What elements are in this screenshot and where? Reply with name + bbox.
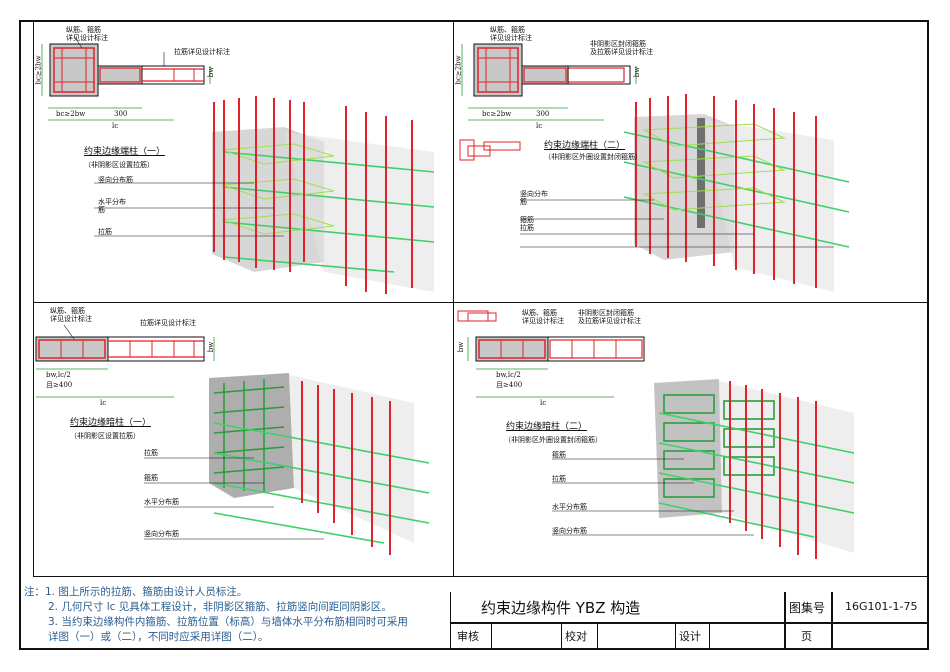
detail-title: 约束边缘端柱（二） [544,141,626,151]
title-block: 约束边缘构件 YBZ 构造 图集号 16G101-1-75 审核 校对 设计 页 [450,592,928,648]
bc-dim-label: bc≥2bw [454,55,463,85]
lc-label: lc [536,122,543,130]
lc-label: lc [540,399,547,407]
dim-bw-lc-label: bw,lc/2 [496,371,521,379]
title-block-divider [597,622,598,648]
stirrup-note: 纵筋、箍筋 详见设计标注 [66,26,108,42]
column-detail-drawing [459,43,850,292]
dim-bw-lc-label: bw,lc/2 [46,371,71,379]
note-line: 2. 几何尺寸 lc 见具体工程设计，非阴影区箍筋、拉筋竖向间距同阴影区。 [48,601,392,613]
callout-stirrup: 箍筋 [144,474,158,482]
callout-tie: 拉筋 [144,449,158,457]
callout-stirrup: 箍筋 [552,451,566,459]
lc-label: lc [112,122,119,130]
bw-label: bw [207,341,216,353]
panel-bottom-left: 纵筋、箍筋 详见设计标注 拉筋详见设计标注 bw bw,lc/2 且≥400 l… [34,303,452,575]
stirrup-note: 纵筋、箍筋 详见设计标注 [522,309,564,325]
stirrup-note: 纵筋、箍筋 详见设计标注 [490,26,532,42]
stirrup-note: 纵筋、箍筋 详见设计标注 [50,307,92,323]
panel-divider-horizontal [33,302,927,303]
detail-title: 约束边缘暗柱（二） [506,422,588,432]
bw-label: bw [633,66,642,78]
title-block-divider [561,622,562,648]
drawing-title: 约束边缘构件 YBZ 构造 [481,599,641,617]
callout-vertical-bar: 竖向分布筋 [144,530,179,538]
detail-subtitle: （非阴影区设置拉筋） [70,432,140,440]
panel-bottom-right: 纵筋、箍筋 详见设计标注 非阴影区封闭箍筋 及拉筋详见设计标注 bw bw,lc… [454,303,926,575]
drawing-frame [19,20,929,650]
tie-note: 非阴影区封闭箍筋 及拉筋详见设计标注 [578,309,641,325]
callout-vertical-bar: 竖向分布 筋 [520,190,548,206]
title-block-divider [831,592,833,648]
dim-400-label: 且≥400 [496,381,523,389]
dim-300-label: 300 [536,110,550,118]
column-detail-drawing [457,310,855,559]
lc-label: lc [100,399,107,407]
review-label: 审核 [457,630,479,643]
note-line: 注：1. 图上所示的拉筋、箍筋由设计人员标注。 [24,586,248,598]
drawing-notes: 注：1. 图上所示的拉筋、箍筋由设计人员标注。 2. 几何尺寸 lc 见具体工程… [24,585,444,645]
detail-subtitle: （非阴影区外圈设置封闭箍筋） [504,436,602,444]
callout-tie: 拉筋 [552,475,566,483]
bc-width-label: bc≥2bw [482,110,512,118]
bc-dim-label: bc≥2bw [34,55,43,85]
callout-stirrup-tie: 箍筋 拉筋 [520,216,534,232]
detail-title: 约束边缘端柱（一） [84,147,166,157]
dim-300-label: 300 [114,110,128,118]
detail-title: 约束边缘暗柱（一） [70,418,152,428]
title-block-divider [709,622,710,648]
tie-note: 拉筋详见设计标注 [174,48,230,56]
callout-horizontal-bar: 水平分布 筋 [98,198,126,214]
detail-subtitle: （非阴影区设置拉筋） [84,161,154,169]
column-detail-drawing [35,324,430,555]
callout-vertical-bar: 竖向分布筋 [552,527,587,535]
callout-tie: 拉筋 [98,228,112,236]
note-line: 详图（一）或（二），不同时应采用详图（二）。 [48,631,269,643]
title-block-divider [675,622,676,648]
design-label: 设计 [679,630,701,643]
page-label: 页 [801,630,812,643]
panel-divider-vertical [453,21,454,577]
atlas-label: 图集号 [789,601,826,615]
bc-width-label: bc≥2bw [56,110,86,118]
title-block-divider [491,622,492,648]
callout-horizontal-bar: 水平分布筋 [144,498,179,506]
panel-left-line [33,21,34,577]
atlas-number: 16G101-1-75 [845,600,918,613]
callout-horizontal-bar: 水平分布筋 [552,503,587,511]
column-detail-drawing [41,35,435,294]
dim-400-label: 且≥400 [46,381,73,389]
note-line: 3. 当约束边缘构件内箍筋、拉筋位置（标高）与墙体水平分布筋相同时可采用 [48,616,408,628]
panel-bottom-line [33,576,927,577]
title-block-divider [451,622,928,624]
tie-note: 拉筋详见设计标注 [140,319,196,327]
callout-vertical-bar: 竖向分布筋 [98,176,133,184]
panel-top-left: 纵筋、箍筋 详见设计标注 拉筋详见设计标注 bc≥2bw bw bc≥2bw 3… [34,22,452,302]
bw-label: bw [457,341,466,353]
panel-top-right: 纵筋、箍筋 详见设计标注 非阴影区封闭箍筋 及拉筋详见设计标注 bc≥2bw b… [454,22,926,302]
tie-note: 非阴影区封闭箍筋 及拉筋详见设计标注 [590,40,653,56]
check-label: 校对 [565,630,587,643]
detail-subtitle: （非阴影区外圈设置封闭箍筋） [544,153,642,161]
title-block-divider [784,592,786,648]
bw-label: bw [207,66,216,78]
